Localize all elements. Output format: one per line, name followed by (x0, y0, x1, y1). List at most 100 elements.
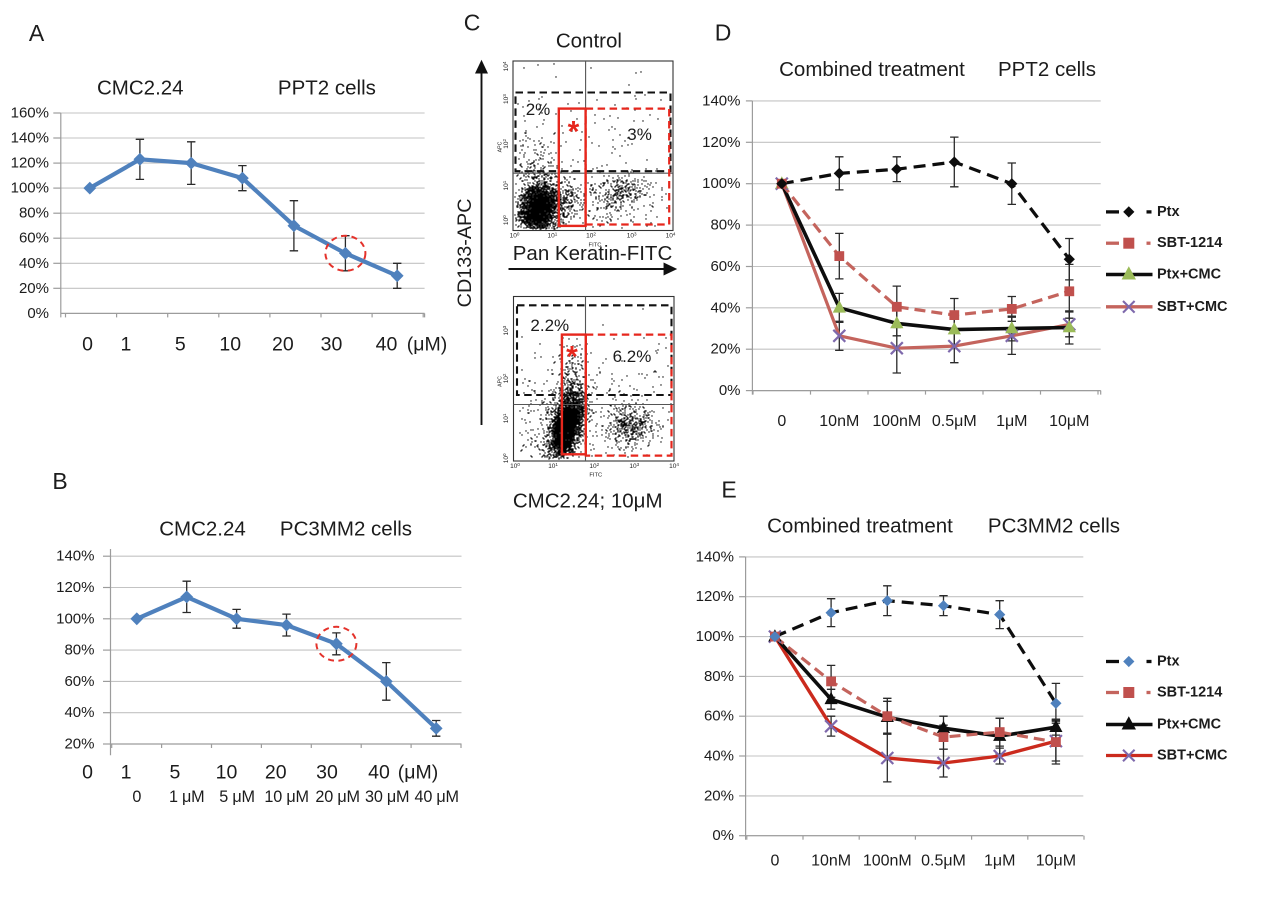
svg-text:102: 102 (502, 138, 511, 148)
svg-text:PC3MM2 cells: PC3MM2 cells (280, 518, 412, 541)
svg-text:1μM: 1μM (996, 413, 1027, 430)
svg-text:D: D (715, 20, 732, 46)
svg-text:40%: 40% (19, 255, 49, 272)
svg-text:0.5μM: 0.5μM (921, 853, 966, 870)
svg-text:140%: 140% (56, 548, 94, 565)
svg-text:20%: 20% (710, 341, 740, 358)
svg-text:120%: 120% (56, 579, 94, 596)
svg-text:104: 104 (669, 462, 679, 471)
svg-text:100: 100 (502, 453, 511, 463)
svg-text:104: 104 (502, 61, 511, 71)
svg-text:FITC: FITC (589, 243, 602, 249)
svg-text:0: 0 (132, 788, 141, 806)
svg-text:10μM: 10μM (1036, 853, 1076, 870)
svg-text:0%: 0% (27, 305, 49, 322)
svg-text:CMC2.24: CMC2.24 (97, 77, 184, 100)
svg-text:Ptx+CMC: Ptx+CMC (1157, 267, 1222, 283)
svg-text:Ptx+CMC: Ptx+CMC (1157, 717, 1222, 733)
svg-text:80%: 80% (710, 217, 740, 234)
svg-text:100: 100 (502, 215, 511, 225)
svg-text:120%: 120% (11, 155, 49, 172)
svg-text:1μM: 1μM (984, 853, 1015, 870)
svg-text:20 μM: 20 μM (315, 788, 359, 806)
svg-text:SBT+CMC: SBT+CMC (1157, 748, 1228, 764)
svg-text:10 μM: 10 μM (264, 788, 308, 806)
svg-text:5: 5 (175, 334, 186, 356)
svg-text:103: 103 (502, 325, 511, 335)
svg-text:1 μM: 1 μM (169, 788, 205, 806)
svg-text:0: 0 (770, 853, 779, 870)
svg-text:101: 101 (502, 413, 511, 423)
svg-text:2.2%: 2.2% (530, 316, 569, 335)
svg-text:100%: 100% (702, 175, 740, 192)
svg-text:0.5μM: 0.5μM (932, 413, 977, 430)
svg-text:B: B (52, 468, 67, 494)
svg-text:160%: 160% (11, 105, 49, 122)
svg-text:3%: 3% (627, 125, 652, 144)
svg-text:PC3MM2 cells: PC3MM2 cells (988, 515, 1120, 538)
svg-text:40: 40 (368, 762, 390, 784)
svg-text:APC: APC (498, 376, 504, 387)
svg-text:10: 10 (216, 762, 238, 784)
svg-text:104: 104 (666, 231, 676, 240)
svg-text:A: A (29, 20, 45, 46)
svg-text:20: 20 (272, 334, 294, 356)
svg-text:10nM: 10nM (819, 413, 859, 430)
svg-text:SBT-1214: SBT-1214 (1157, 685, 1222, 701)
svg-text:Ptx: Ptx (1157, 654, 1180, 670)
svg-text:40%: 40% (704, 748, 734, 765)
svg-text:120%: 120% (702, 134, 740, 151)
svg-text:30 μM: 30 μM (365, 788, 409, 806)
svg-text:40 μM: 40 μM (415, 788, 459, 806)
svg-text:Control: Control (556, 30, 622, 53)
svg-text:5 μM: 5 μM (219, 788, 255, 806)
svg-text:0: 0 (82, 762, 93, 784)
svg-text:80%: 80% (704, 668, 734, 685)
svg-text:*: * (568, 116, 580, 149)
svg-text:20%: 20% (704, 787, 734, 804)
svg-text:100%: 100% (56, 610, 94, 627)
svg-text:10nM: 10nM (811, 853, 851, 870)
svg-text:(μM): (μM) (407, 334, 447, 356)
svg-text:102: 102 (502, 373, 511, 383)
svg-text:40%: 40% (64, 704, 94, 721)
svg-text:CMC2.24: CMC2.24 (159, 518, 246, 541)
svg-text:60%: 60% (64, 673, 94, 690)
svg-text:0: 0 (777, 413, 786, 430)
svg-text:10μM: 10μM (1049, 413, 1089, 430)
svg-text:0: 0 (82, 334, 93, 356)
svg-text:10: 10 (219, 334, 241, 356)
svg-text:Pan Keratin-FITC: Pan Keratin-FITC (513, 242, 673, 265)
svg-text:102: 102 (586, 231, 596, 240)
svg-text:20%: 20% (19, 280, 49, 297)
svg-text:(μM): (μM) (398, 762, 438, 784)
svg-text:C: C (464, 10, 481, 36)
svg-text:PPT2 cells: PPT2 cells (278, 77, 376, 100)
svg-text:80%: 80% (64, 642, 94, 659)
svg-text:80%: 80% (19, 205, 49, 222)
svg-text:E: E (721, 477, 736, 503)
svg-text:140%: 140% (702, 92, 740, 109)
svg-text:SBT-1214: SBT-1214 (1157, 235, 1222, 251)
svg-text:101: 101 (502, 180, 511, 190)
svg-text:102: 102 (589, 462, 599, 471)
svg-text:SBT+CMC: SBT+CMC (1157, 299, 1228, 315)
svg-text:FITC: FITC (589, 473, 602, 479)
svg-text:60%: 60% (710, 258, 740, 275)
svg-text:100: 100 (510, 231, 520, 240)
svg-text:140%: 140% (11, 130, 49, 147)
svg-text:6.2%: 6.2% (613, 347, 652, 366)
svg-text:103: 103 (629, 462, 639, 471)
svg-text:Combined treatment: Combined treatment (767, 515, 953, 538)
svg-text:120%: 120% (696, 588, 734, 605)
svg-text:*: * (566, 341, 578, 374)
svg-text:Combined treatment: Combined treatment (779, 58, 965, 81)
svg-text:CMC2.24; 10μM: CMC2.24; 10μM (513, 490, 663, 513)
svg-text:101: 101 (548, 231, 558, 240)
svg-text:1: 1 (120, 334, 131, 356)
svg-text:PPT2 cells: PPT2 cells (998, 58, 1096, 81)
svg-text:40%: 40% (710, 299, 740, 316)
svg-text:20: 20 (265, 762, 287, 784)
svg-text:100nM: 100nM (863, 853, 912, 870)
svg-text:30: 30 (321, 334, 343, 356)
